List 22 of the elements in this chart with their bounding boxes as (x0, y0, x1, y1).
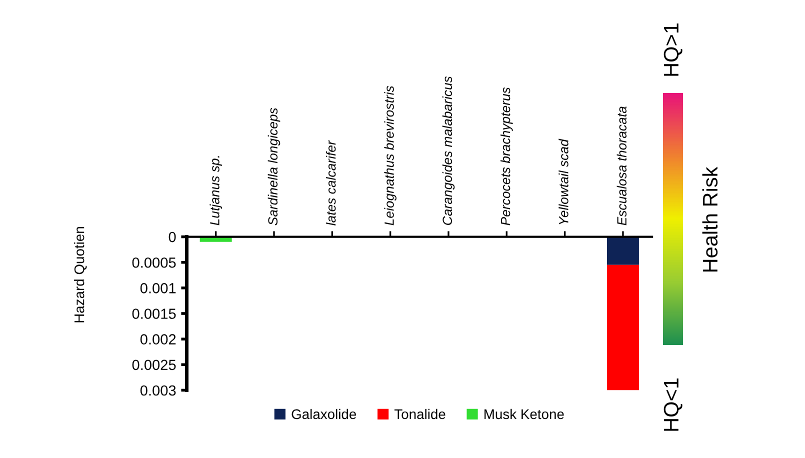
legend-label: Galaxolide (292, 408, 356, 420)
y-tick-label: 0.0025 (132, 360, 176, 370)
text: HQ<1 (664, 378, 682, 431)
y-axis-title: Hazard Quotien (74, 227, 87, 322)
x-tick-label: Yellowtail scad (558, 138, 568, 224)
text: Health Risk (702, 166, 718, 272)
x-tick-label: lates calcarifer (326, 140, 336, 226)
text: HQ>1 (664, 24, 682, 76)
x-tick-label: Sardinella longiceps (268, 108, 280, 226)
y-tick-label: 0.002 (140, 334, 176, 344)
legend-label: Musk Ketone (484, 408, 564, 420)
x-tick-label: Escualosa thoracata (616, 106, 627, 226)
x-tick-label: Lutjanus sp. (210, 156, 222, 226)
y-tick-label: 0.003 (140, 385, 176, 396)
y-tick-label: 0.0015 (132, 308, 176, 319)
y-tick-label: 0.0005 (132, 257, 176, 268)
x-tick-label: Leiognathus brevirostris (384, 86, 396, 226)
x-tick-label: Percocets brachypterus (500, 87, 513, 226)
legend-label: Tonalide (394, 408, 446, 420)
y-tick-label: 0 (168, 232, 176, 242)
y-tick-label: 0.001 (140, 283, 176, 294)
x-tick-label: Carangoides malabaricus (442, 76, 455, 225)
